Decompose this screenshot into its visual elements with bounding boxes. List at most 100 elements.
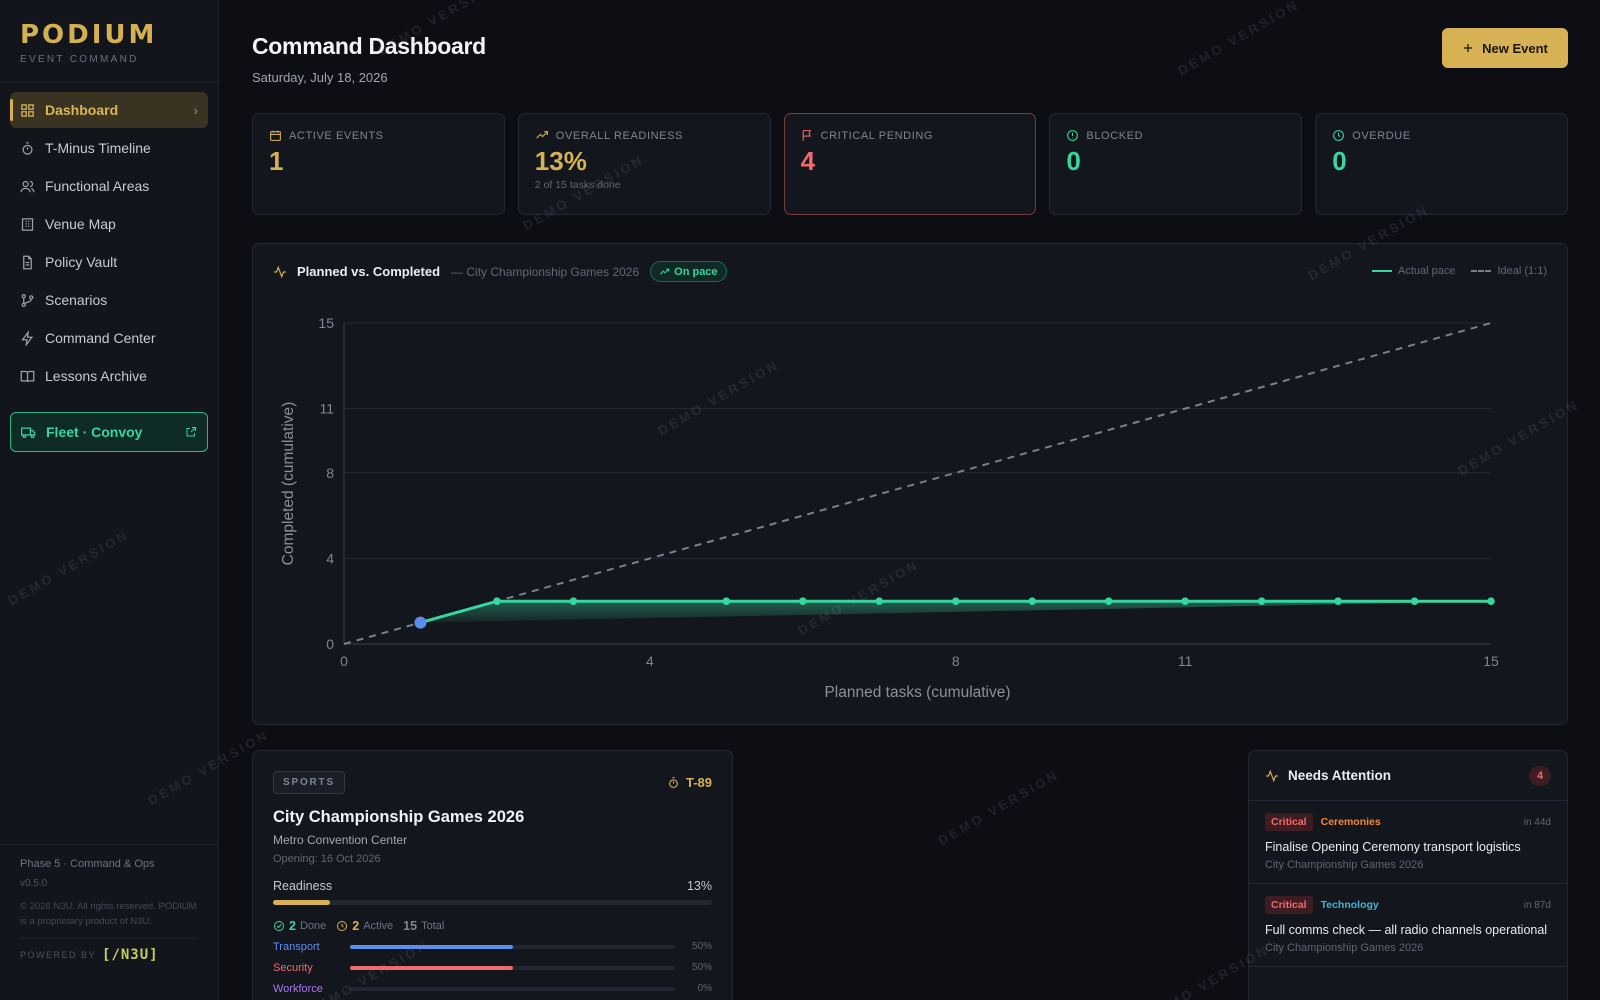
sidebar-item-scenarios[interactable]: Scenarios	[10, 282, 208, 318]
active-count: 2	[352, 919, 360, 933]
flag-icon	[801, 129, 814, 142]
actual-pace-point	[1257, 597, 1266, 605]
trending-up-icon	[659, 267, 670, 277]
needs-attention-header: Needs Attention 4	[1249, 751, 1567, 801]
zap-icon	[20, 330, 35, 346]
area-row[interactable]: Workforce 0%	[273, 981, 712, 996]
attention-item[interactable]: Critical Ceremonies in 44d Finalise Open…	[1249, 801, 1567, 884]
x-tick-label: 8	[952, 653, 960, 669]
event-venue: Metro Convention Center	[273, 833, 408, 847]
kpi-active-events[interactable]: ACTIVE EVENTS 1	[252, 113, 505, 215]
actual-pace-point	[722, 597, 731, 605]
area-progress-bar	[350, 944, 675, 949]
kpi-label: BLOCKED	[1086, 129, 1144, 142]
area-progress-bar	[350, 965, 675, 970]
timer-icon	[667, 776, 680, 789]
sidebar: PODIUM EVENT COMMAND Dashboard › T-Minus…	[0, 0, 219, 1000]
actual-pace-point	[569, 597, 578, 605]
readiness-progress-fill	[273, 900, 331, 905]
area-name: Transport	[273, 940, 320, 953]
area-name: Security	[273, 961, 313, 974]
event-name[interactable]: City Championship Games 2026	[273, 808, 525, 826]
alert-circle-icon	[1066, 129, 1079, 142]
x-tick-label: 11	[1178, 653, 1193, 669]
phase-label: Phase 5 · Command & Ops	[20, 858, 155, 870]
pace-status-label: On pace	[674, 265, 718, 278]
chevron-right-icon: ›	[193, 102, 198, 118]
legend-actual-swatch	[1371, 270, 1392, 272]
brand: PODIUM EVENT COMMAND	[0, 0, 218, 83]
area-percent: 50%	[691, 941, 712, 952]
kpi-overall-readiness[interactable]: OVERALL READINESS 13% 2 of 15 tasks done	[517, 113, 771, 215]
actual-pace-point	[1334, 597, 1342, 605]
area-percent: 0%	[697, 983, 712, 994]
current-position-point	[414, 616, 427, 629]
event-opening-date: Opening: 16 Oct 2026	[273, 853, 381, 865]
actual-pace-point	[875, 597, 884, 605]
priority-badge: Critical	[1265, 813, 1313, 831]
kpi-subtext: 2 of 15 tasks done	[534, 179, 621, 191]
fleet-convoy-label: Fleet · Convoy	[46, 424, 143, 440]
needs-attention-panel: Needs Attention 4 Critical Ceremonies in…	[1248, 750, 1568, 1000]
actual-pace-point	[1104, 597, 1113, 605]
chart-legend: Actual pace Ideal (1:1)	[1371, 265, 1547, 277]
kpi-overdue[interactable]: OVERDUE 0	[1315, 113, 1568, 215]
actual-pace-point	[951, 597, 960, 605]
area-tag: Technology	[1320, 899, 1379, 911]
activity-icon	[1265, 769, 1279, 783]
page-title: Command Dashboard	[252, 33, 486, 59]
y-axis-label: Completed (cumulative)	[280, 402, 297, 566]
sidebar-item-label: Policy Vault	[45, 254, 118, 270]
attention-item-title: Finalise Opening Ceremony transport logi…	[1265, 840, 1521, 854]
sidebar-item-functional-areas[interactable]: Functional Areas	[10, 168, 208, 204]
new-event-button[interactable]: New Event	[1442, 28, 1568, 68]
functional-area-list: Transport 50% Security 50% Workforce 0%	[273, 939, 712, 996]
kpi-blocked[interactable]: BLOCKED 0	[1049, 113, 1303, 215]
sidebar-item-command-center[interactable]: Command Center	[10, 320, 208, 356]
check-circle-icon	[273, 920, 285, 932]
actual-pace-line	[420, 599, 1491, 625]
kpi-label: OVERDUE	[1352, 129, 1411, 142]
y-tick-label: 11	[319, 401, 334, 417]
sidebar-item-t-minus-timeline[interactable]: T-Minus Timeline	[10, 130, 208, 166]
powered-by: POWERED BY [/N3U]	[20, 938, 198, 963]
sidebar-item-dashboard[interactable]: Dashboard ›	[10, 92, 208, 128]
event-category-tag: SPORTS	[273, 771, 345, 794]
done-label: Done	[299, 920, 327, 932]
area-name: Workforce	[273, 982, 323, 995]
kpi-value: 13%	[534, 146, 587, 176]
active-label: Active	[363, 920, 394, 932]
document-icon	[20, 255, 35, 270]
area-percent: 50%	[691, 962, 712, 973]
planned-vs-completed-card: 0 4 8 11 15 0 4 8 11 15 Planned tasks (cumulative)…	[252, 243, 1568, 725]
legend-ideal-swatch	[1471, 270, 1492, 272]
kpi-row: ACTIVE EVENTS 1 OVERALL READINESS 13% 2 …	[252, 113, 1568, 215]
area-row[interactable]: Transport 50%	[273, 939, 712, 954]
logo[interactable]: PODIUM	[20, 20, 158, 50]
demo-watermark: DEMO VERSION	[1175, 0, 1302, 79]
pace-status-badge: On pace	[650, 261, 727, 282]
attention-count-badge: 4	[1529, 765, 1551, 786]
activity-icon	[273, 265, 287, 279]
sidebar-item-policy-vault[interactable]: Policy Vault	[10, 244, 208, 280]
kpi-critical-pending[interactable]: CRITICAL PENDING 4	[783, 113, 1037, 215]
actual-pace-point	[493, 597, 501, 605]
area-progress-fill	[350, 965, 513, 970]
plus-icon	[1462, 42, 1474, 54]
n3u-logo[interactable]: [/N3U]	[102, 947, 159, 963]
event-card[interactable]: SPORTS T-89 City Championship Games 2026…	[252, 750, 733, 1000]
sidebar-item-lessons-archive[interactable]: Lessons Archive	[10, 358, 208, 394]
total-label: Total	[421, 920, 445, 932]
readiness-progress-bar	[273, 900, 712, 905]
y-tick-label: 8	[326, 465, 334, 481]
logo-subtitle: EVENT COMMAND	[20, 54, 139, 65]
area-row[interactable]: Security 50%	[273, 960, 712, 975]
copyright-text: © 2026 N3U. All rights reserved. PODIUM …	[20, 901, 197, 927]
x-tick-label: 4	[646, 653, 654, 669]
x-axis-label: Planned tasks (cumulative)	[824, 684, 1010, 701]
fleet-convoy-link[interactable]: Fleet · Convoy	[10, 412, 208, 452]
sidebar-item-venue-map[interactable]: Venue Map	[10, 206, 208, 242]
needs-attention-title: Needs Attention	[1288, 768, 1392, 783]
sidebar-footer: Phase 5 · Command & Ops v0.5.0 © 2026 N3…	[0, 844, 218, 1000]
attention-item[interactable]: Critical Technology in 87d Full comms ch…	[1249, 884, 1567, 967]
